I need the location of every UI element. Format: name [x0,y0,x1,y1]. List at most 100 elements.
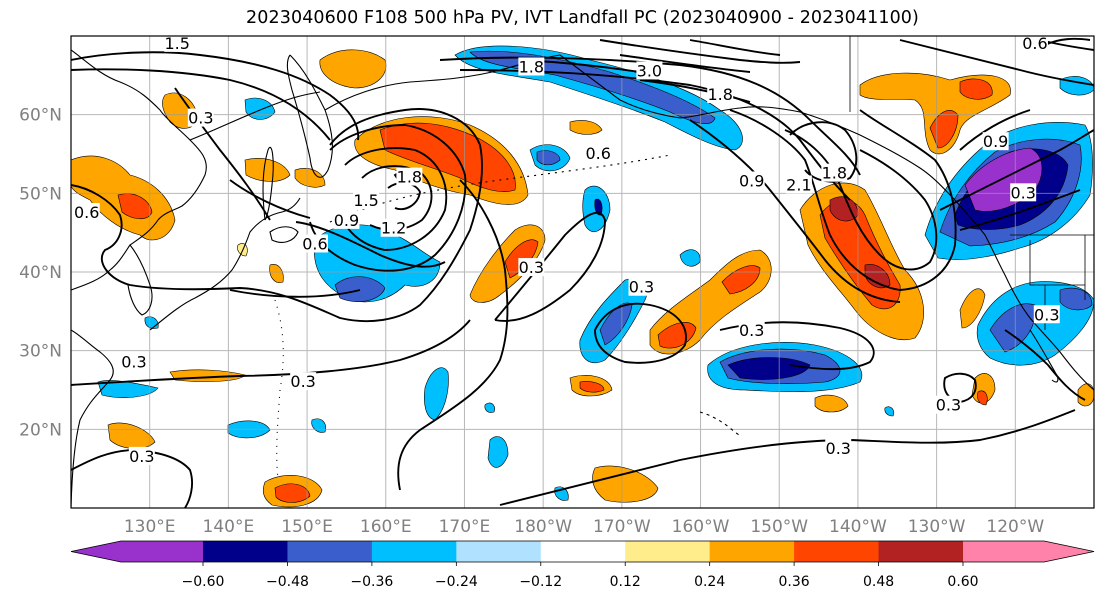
colorbar-tick-label: 0.36 [779,574,810,590]
colorbar-segment [963,541,1045,562]
lon-tick-label: 150°W [750,517,808,537]
contour-label: 0.6 [301,234,328,253]
contour-label-bg [164,36,191,52]
contour-label-text: 0.3 [936,396,961,415]
contour-label-text: 0.3 [129,447,154,466]
contour-label-text: 0.9 [739,172,764,191]
contour-label-bg [120,352,147,371]
lon-tick-label: 130°E [124,517,176,537]
pv-contour [339,147,448,251]
contour-label: 1.8 [821,163,848,183]
contour-label-bg [518,57,545,76]
pv-contour [899,39,1094,86]
coastline-alaska [559,54,956,201]
contour-label-text: 0.3 [826,439,851,458]
pv-contour [397,179,509,491]
colorbar-segment [878,541,964,562]
shade-positive-core [274,483,311,503]
contour-label-text: 0.3 [290,372,315,391]
contour-label-bg [518,258,545,277]
contour-label: 1.5 [353,191,380,210]
contour-label-bg [380,218,407,237]
colorbar-segment [625,541,711,562]
contour-label-text: 0.9 [983,132,1008,151]
contour-label: 0.3 [290,372,317,391]
contour-label-text: 0.3 [1034,305,1059,324]
contour-label-text: 0.3 [629,278,654,297]
contour-label: 3.0 [636,61,663,80]
contour-label: 1.8 [518,57,545,76]
colorbar-tick-label: −0.48 [266,574,309,590]
lat-tick-label: 40°N [19,263,62,283]
shade-negative-region [679,249,701,267]
contour-label-bg [73,203,100,221]
pv-contour [689,39,781,56]
contour-label: 0.3 [1010,183,1037,202]
colorbar-segment [794,541,880,562]
contour-label: 0.3 [825,439,852,458]
pv-contour [71,108,483,323]
gridlines [71,36,1094,508]
shade-negative-region [97,380,159,398]
coastline-hokkaido [269,226,299,243]
colorbar-extend-min [71,541,121,562]
lat-tick-label: 60°N [19,106,62,126]
pv-contour [959,109,1031,151]
pv-contour [619,54,751,73]
shade-negative-region [244,97,276,120]
contour-label-text: 1.2 [381,219,406,238]
shade-positive-core [117,193,153,220]
coastline-sakhalin [262,147,274,221]
contour-label-text: 2.1 [786,175,811,194]
pv-contour [594,302,687,364]
pv-contour [1044,37,1091,46]
contour-label: 1.2 [380,218,407,238]
contour-label-text: 0.3 [121,352,146,371]
colorbar-tick-label: 0.60 [947,574,978,590]
contour-label: 0.3 [518,258,545,277]
pv-contour [689,119,901,303]
lon-tick-label: 170°E [439,517,491,537]
shade-positive-region [959,288,986,329]
colorbar-tick-label: 0.12 [610,574,641,590]
shade-positive-region [1077,383,1094,407]
pv-contour [639,79,751,103]
colorbar-tick-label: 0.48 [863,574,894,590]
colorbar-outline [70,540,1095,563]
lon-tick-label: 140°E [203,517,255,537]
contour-label: 1.8 [396,167,423,187]
coastline-east-asia [71,49,207,291]
contour-label-bg [333,210,360,229]
colorbar-segment [540,541,626,562]
colorbar-segment [287,541,373,562]
lon-tick-label: 160°W [672,517,730,537]
contour-label: 1.5 [164,36,191,53]
contour-label: 2.1 [785,175,812,194]
pv-contour [71,449,193,508]
contour-label-layer: 1.5 0.3 0.6 1.5 1.8 0.9 1.2 0.6 1.8 3.0 1.8 0.6 0.9 2… [73,36,1060,466]
contour-label-bg [585,144,612,162]
pv-contour [719,321,875,371]
pv-contour [939,129,1094,211]
lat-tick-label: 50°N [19,184,62,204]
shade-positive-region [814,394,849,413]
lat-tick-label: 30°N [19,342,62,362]
shade-positive-region [294,168,326,188]
shade-negative-core [1059,287,1093,311]
contour-label-text: 1.8 [707,85,732,104]
contour-label: 1.8 [707,85,734,104]
aleutian-islands [329,154,671,223]
shade-positive-core [864,264,891,289]
colorbar-segment [371,541,457,562]
lon-tick-label: 180°W [514,517,572,537]
shade-negative-region [487,436,509,468]
pv-contour [599,39,801,64]
shade-positive-region [244,158,291,182]
lon-tick-label: 130°W [908,517,966,537]
coastline-west-canada [954,199,1094,391]
hawaii-islands [699,411,743,437]
contour-label: 0.6 [73,203,100,222]
coastline-kamchatka [286,54,333,178]
lon-tick-label: 140°W [829,517,887,537]
